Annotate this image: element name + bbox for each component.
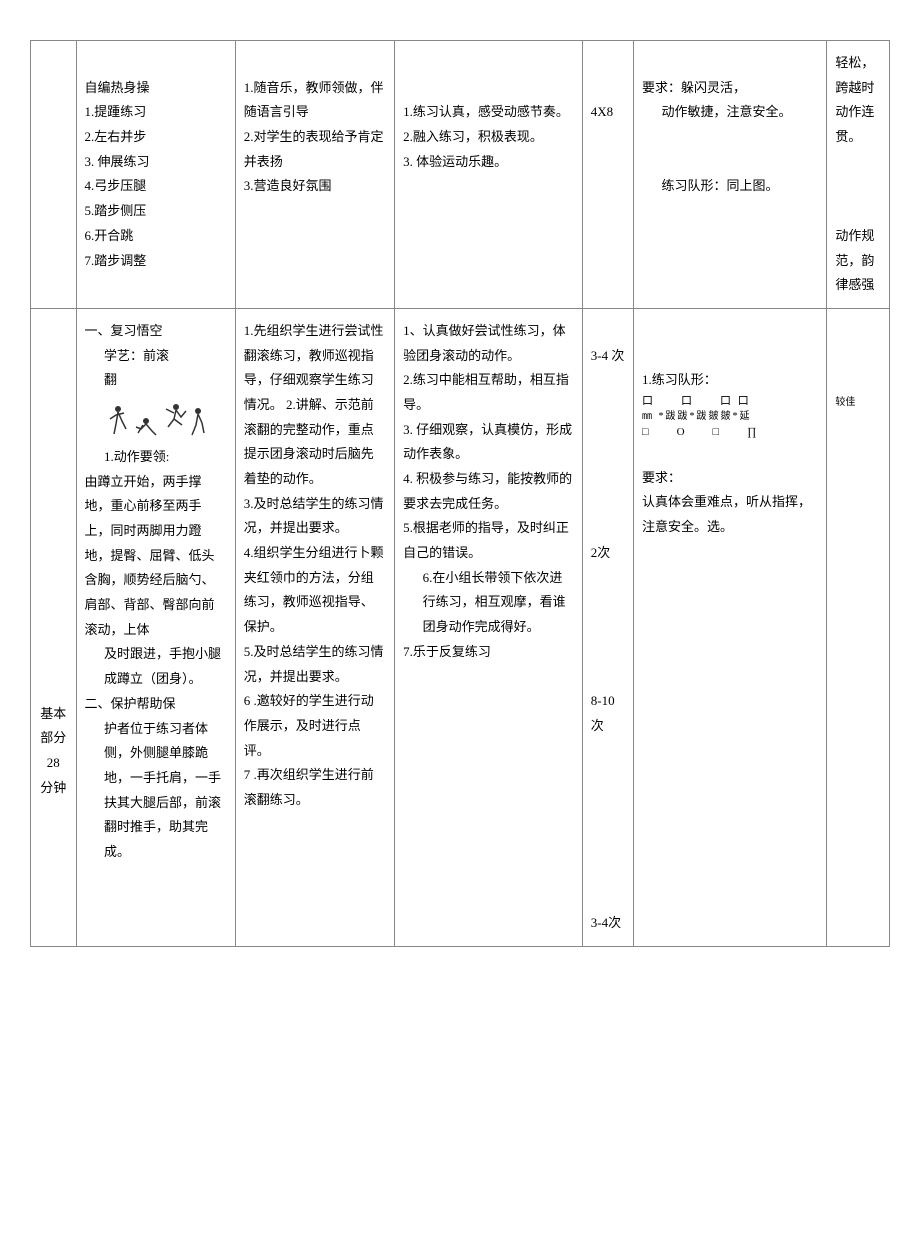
- warmup-item-7: 7.踏步调整: [85, 249, 227, 274]
- action-title: 1.动作要领:: [85, 445, 227, 470]
- main-label-1: 基本: [39, 702, 68, 727]
- main-teacher-6: 7 .再次组织学生进行前滚翻练习。: [244, 763, 386, 812]
- lesson-plan-table: 自编热身操 1.提踵练习 2.左右并步 3. 伸展练习 4.弓步压腿 5.踏步侧…: [30, 40, 890, 947]
- warmup-teacher-2: 2.对学生的表现给予肯定并表扬: [244, 125, 386, 174]
- warmup-item-1: 1.提踵练习: [85, 100, 227, 125]
- main-student-6: 6.在小组长带领下依次进行练习，相互观摩，看谁团身动作完成得好。: [403, 566, 574, 640]
- section1-title: 一、复习悟空: [85, 319, 227, 344]
- lesson-plan-page: 自编热身操 1.提踵练习 2.左右并步 3. 伸展练习 4.弓步压腿 5.踏步侧…: [30, 40, 890, 947]
- warmup-times: 4X8: [591, 100, 625, 125]
- main-note-cell: 较佳: [827, 308, 890, 946]
- section1-sub2: 翻: [85, 368, 227, 393]
- main-label-4: 分钟: [39, 776, 68, 801]
- warmup-note-cell: 轻松，跨越时动作连贯。 动作规范，韵律感强: [827, 41, 890, 309]
- formation-symbols-2: ㎜ *跋跋*跋皴皴*延: [642, 409, 818, 424]
- main-student-7: 7.乐于反复练习: [403, 640, 574, 665]
- warmup-note-top: 轻松，跨越时动作连贯。: [835, 51, 881, 150]
- warmup-item-6: 6.开合跳: [85, 224, 227, 249]
- warmup-label-cell: [31, 41, 77, 309]
- main-content-cell: 一、复习悟空 学艺：前滚 翻 1.动作要领: 由: [76, 308, 235, 946]
- warmup-student-3: 3. 体验运动乐趣。: [403, 150, 574, 175]
- warmup-req-body: 动作敏捷，注意安全。: [642, 100, 818, 125]
- warmup-row: 自编热身操 1.提踵练习 2.左右并步 3. 伸展练习 4.弓步压腿 5.踏步侧…: [31, 41, 890, 309]
- main-times-4: 3-4次: [591, 911, 625, 936]
- main-row: 基本 部分 28 分钟 一、复习悟空 学艺：前滚 翻: [31, 308, 890, 946]
- warmup-item-2: 2.左右并步: [85, 125, 227, 150]
- warmup-form-label: 练习队形：同上图。: [642, 174, 818, 199]
- main-formation-cell: 1.练习队形： 口 口 口 口 ㎜ *跋跋*跋皴皴*延 □ O □ ∏ 要求： …: [633, 308, 826, 946]
- main-times-cell: 3-4 次 2次 8-10次 3-4次: [582, 308, 633, 946]
- warmup-req-label: 要求：躲闪灵活，: [642, 76, 818, 101]
- warmup-item-3: 3. 伸展练习: [85, 150, 227, 175]
- section1-sub1: 学艺：前滚: [85, 344, 227, 369]
- main-teacher-4: 5.及时总结学生的练习情况，并提出要求。: [244, 640, 386, 689]
- warmup-teacher-1: 1.随音乐，教师领做，伴随语言引导: [244, 76, 386, 125]
- main-times-1: 3-4 次: [591, 344, 625, 369]
- main-student-5: 5.根据老师的指导，及时纠正自己的错误。: [403, 516, 574, 565]
- main-teacher-3: 4.组织学生分组进行卜颗夹红领巾的方法，分组练习，教师巡视指导、保护。: [244, 541, 386, 640]
- exercise-figure-icon: [106, 399, 206, 439]
- formation-symbols-1: 口 口 口 口: [642, 393, 818, 410]
- main-req-label: 要求：: [642, 466, 818, 491]
- action-body: 由蹲立开始，两手撑地，重心前移至两手上，同时两脚用力蹬地，提臀、屈臂、低头含胸，…: [85, 470, 227, 643]
- warmup-student-cell: 1.练习认真，感受动感节奏。 2.融入练习，积极表现。 3. 体验运动乐趣。: [395, 41, 583, 309]
- main-student-cell: 1、认真做好尝试性练习，体验团身滚动的动作。 2.练习中能相互帮助，相互指导。 …: [395, 308, 583, 946]
- warmup-formation-cell: 要求：躲闪灵活， 动作敏捷，注意安全。 练习队形：同上图。: [633, 41, 826, 309]
- warmup-student-1: 1.练习认真，感受动感节奏。: [403, 100, 574, 125]
- warmup-teacher-cell: 1.随音乐，教师领做，伴随语言引导 2.对学生的表现给予肯定并表扬 3.营造良好…: [235, 41, 394, 309]
- main-teacher-2: 3.及时总结学生的练习情况，并提出要求。: [244, 492, 386, 541]
- main-teacher-cell: 1.先组织学生进行尝试性翻滚练习，教师巡视指导，仔细观察学生练习情况。 2.讲解…: [235, 308, 394, 946]
- warmup-item-4: 4.弓步压腿: [85, 174, 227, 199]
- main-form-label: 1.练习队形：: [642, 368, 818, 393]
- main-student-3: 3. 仔细观察，认真模仿，形成动作表象。: [403, 418, 574, 467]
- main-label-3: 28: [39, 751, 68, 776]
- main-student-4: 4. 积极参与练习，能按教师的要求去完成任务。: [403, 467, 574, 516]
- warmup-content-cell: 自编热身操 1.提踵练习 2.左右并步 3. 伸展练习 4.弓步压腿 5.踏步侧…: [76, 41, 235, 309]
- warmup-teacher-3: 3.营造良好氛围: [244, 174, 386, 199]
- main-note: 较佳: [835, 393, 881, 412]
- section2-title: 二、保护帮助保: [85, 692, 227, 717]
- main-times-3: 8-10次: [591, 689, 625, 738]
- warmup-note-bottom: 动作规范，韵律感强: [835, 224, 881, 298]
- main-label-2: 部分: [39, 726, 68, 751]
- warmup-title: 自编热身操: [85, 76, 227, 101]
- action-body2: 及时跟进，手抱小腿成蹲立（团身）。: [85, 642, 227, 691]
- main-teacher-5: 6 .邀较好的学生进行动作展示，及时进行点评。: [244, 689, 386, 763]
- main-req-body: 认真体会重难点，听从指挥，注意安全。选。: [642, 490, 818, 539]
- warmup-times-cell: 4X8: [582, 41, 633, 309]
- warmup-item-5: 5.踏步侧压: [85, 199, 227, 224]
- main-student-1: 1、认真做好尝试性练习，体验团身滚动的动作。: [403, 319, 574, 368]
- main-label-cell: 基本 部分 28 分钟: [31, 308, 77, 946]
- formation-symbols-3: □ O □ ∏: [642, 424, 818, 441]
- main-teacher-1: 1.先组织学生进行尝试性翻滚练习，教师巡视指导，仔细观察学生练习情况。 2.讲解…: [244, 319, 386, 492]
- section2-body: 护者位于练习者体侧，外侧腿单膝跪地，一手托肩，一手扶其大腿后部，前滚翻时推手，助…: [85, 717, 227, 865]
- main-student-2: 2.练习中能相互帮助，相互指导。: [403, 368, 574, 417]
- main-times-2: 2次: [591, 541, 625, 566]
- warmup-student-2: 2.融入练习，积极表现。: [403, 125, 574, 150]
